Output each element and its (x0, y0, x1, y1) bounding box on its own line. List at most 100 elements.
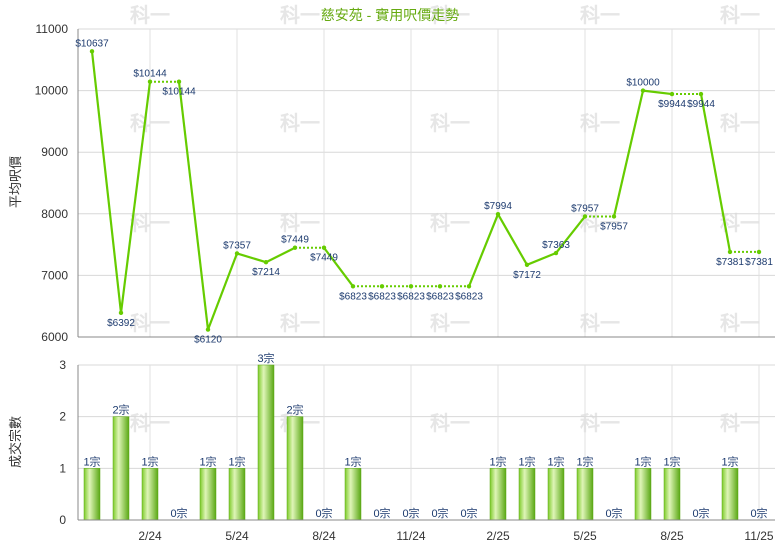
volume-bar (199, 468, 217, 521)
volume-bar (721, 468, 739, 521)
volume-bar (547, 468, 565, 521)
price-point (611, 214, 617, 219)
price-point (176, 79, 182, 84)
volume-bar-label: 0宗 (373, 506, 390, 520)
watermark: 科一 (280, 111, 320, 135)
x-tick-label: 2/24 (138, 529, 162, 543)
volume-bar (576, 468, 594, 521)
price-line-segment (119, 81, 152, 313)
volume-bar-label: 2宗 (112, 403, 129, 417)
price-point-label: $7172 (513, 270, 541, 281)
watermark: 科一 (720, 411, 760, 435)
volume-bar-label: 1宗 (576, 454, 593, 468)
volume-bar (141, 468, 159, 521)
price-point-label: $7957 (571, 203, 599, 214)
watermark: 科一 (430, 311, 470, 335)
volume-bar-label: 0宗 (605, 506, 622, 520)
line-y-axis-label: 平均呎價 (8, 156, 23, 208)
price-point-label: $6120 (194, 335, 222, 346)
price-point (118, 310, 124, 316)
watermark: 科一 (430, 3, 470, 27)
volume-bar-label: 1宗 (518, 454, 535, 468)
price-point (292, 245, 298, 250)
volume-bar-label: 1宗 (83, 454, 100, 468)
volume-bar-label: 2宗 (286, 403, 303, 417)
price-line-segment (236, 252, 267, 264)
volume-bar-label: 1宗 (199, 454, 216, 468)
price-point (553, 250, 559, 256)
x-tick-label: 2/25 (486, 529, 510, 543)
volume-bar-label: 0宗 (431, 506, 448, 520)
volume-bar (257, 364, 275, 521)
watermark: 科一 (280, 3, 320, 27)
volume-bar-label: 0宗 (402, 506, 419, 520)
price-line-segment (90, 51, 123, 313)
price-point-label: $7363 (542, 240, 570, 251)
watermark: 科一 (580, 3, 620, 27)
price-point-label: $6823 (397, 291, 425, 302)
volume-bar-label: 1宗 (344, 454, 361, 468)
price-point (727, 249, 733, 255)
price-point-label: $6823 (426, 291, 454, 302)
bar-y-tick-label: 0 (59, 513, 66, 527)
volume-bar-label: 3宗 (257, 351, 274, 365)
price-point-label: $10144 (162, 87, 196, 98)
volume-bar-label: 0宗 (170, 506, 187, 520)
price-point (524, 262, 530, 268)
volume-bar-label: 0宗 (460, 506, 477, 520)
volume-bar-label: 1宗 (663, 454, 680, 468)
price-point (408, 284, 414, 289)
price-point-label: $7381 (745, 257, 773, 268)
x-tick-label: 11/25 (744, 529, 773, 543)
price-point (669, 91, 675, 97)
x-tick-label: 8/25 (660, 529, 684, 543)
price-line-segment (467, 213, 500, 287)
price-point (466, 284, 472, 289)
price-point (756, 249, 762, 255)
price-point-label: $7449 (310, 253, 338, 264)
volume-bar (228, 468, 246, 521)
price-point-label: $7957 (600, 221, 628, 232)
watermark: 科一 (720, 311, 760, 335)
price-line-segment (323, 247, 354, 287)
watermark: 科一 (580, 411, 620, 435)
price-point-label: $6823 (339, 291, 367, 302)
volume-bar (112, 416, 130, 521)
price-point (321, 245, 327, 250)
volume-bar-label: 1宗 (547, 454, 564, 468)
volume-bar (286, 416, 304, 521)
x-tick-label: 5/25 (573, 529, 597, 543)
line-y-tick-label: 6000 (41, 330, 68, 344)
volume-bar-label: 0宗 (750, 506, 767, 520)
price-point-label: $6823 (455, 291, 483, 302)
volume-bar-label: 1宗 (634, 454, 651, 468)
price-point (205, 327, 211, 332)
price-line-segment (177, 81, 210, 330)
watermark: 科一 (720, 3, 760, 27)
price-line-segment (526, 252, 557, 266)
bar-series (83, 364, 739, 521)
price-point (379, 284, 385, 289)
volume-bar-label: 1宗 (489, 454, 506, 468)
line-y-tick-label: 7000 (41, 268, 68, 282)
data-labels: 1宗 2宗 1宗 0宗 1宗 1宗 3宗 2宗 0宗 1宗 0宗 0宗 0宗 0宗 1宗 1宗 1宗 1宗 0宗 1宗… (75, 38, 773, 520)
volume-bar (344, 468, 362, 521)
price-line-segment (206, 253, 239, 330)
bar-y-tick-label: 3 (59, 358, 66, 372)
price-point-label: $10637 (75, 38, 109, 49)
bar-y-tick-label: 1 (59, 461, 66, 475)
price-line-segment (555, 215, 586, 254)
price-point (437, 284, 443, 289)
x-tick-label: 11/24 (396, 529, 425, 543)
price-point-label: $9944 (658, 99, 686, 110)
price-line-segment (642, 89, 673, 96)
price-point (640, 88, 646, 93)
volume-bar-label: 0宗 (692, 506, 709, 520)
line-series (89, 49, 762, 332)
volume-bar (518, 468, 536, 521)
price-point (234, 251, 240, 256)
volume-bar-label: 0宗 (315, 506, 332, 520)
line-y-tick-label: 10000 (35, 84, 69, 98)
price-point (582, 214, 588, 219)
